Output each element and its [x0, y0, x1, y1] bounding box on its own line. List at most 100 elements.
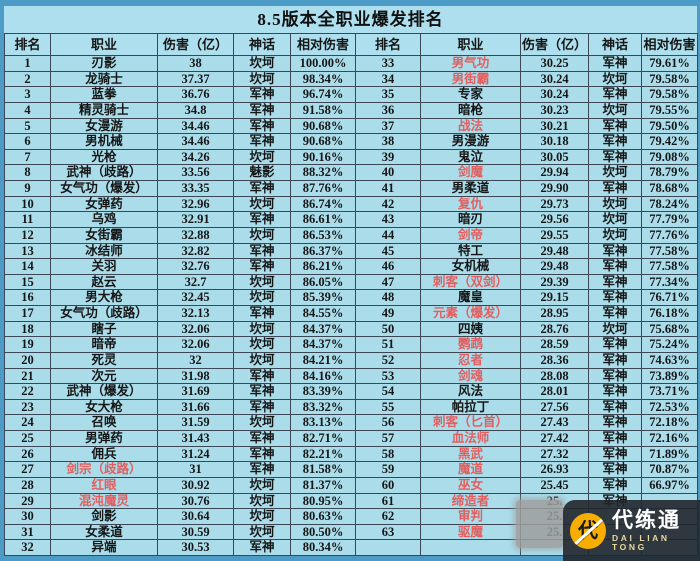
cell-myth: 军神	[588, 476, 642, 494]
cell-name: 武神（爆发）	[50, 383, 158, 400]
cell-myth: 军神	[233, 305, 291, 322]
ranking-panel: 8.5版本全职业爆发排名 排名 职业 伤害（亿） 神话 相对伤害 排名 职业 伤…	[4, 6, 698, 556]
table-row: 21 次元 31.98 军神 84.16% 53 剑魂 28.08 军神 73.89%	[4, 367, 698, 385]
cell-rank: 30	[4, 508, 51, 525]
cell-rel: 86.05%	[290, 273, 356, 291]
cell-dmg: 32.76	[157, 258, 234, 275]
cell-myth: 军神	[588, 117, 642, 135]
cell-myth: 坎坷	[233, 55, 291, 72]
cell-rank: 10	[4, 195, 51, 213]
cell-rel: 84.55%	[290, 305, 356, 322]
cell-rank: 50	[355, 320, 421, 338]
cell-dmg: 30.25	[520, 55, 589, 72]
cell-name: 女机械	[420, 258, 521, 275]
cell-rank: 34	[355, 70, 421, 88]
cell-rank: 33	[355, 55, 421, 72]
cell-rel: 90.16%	[290, 148, 356, 166]
cell-rel: 86.21%	[290, 258, 356, 275]
cell-rel: 76.71%	[641, 289, 698, 306]
cell-name: 女大枪	[50, 398, 158, 416]
cell-name: 暗刃	[420, 211, 521, 228]
cell-dmg: 31.24	[157, 445, 234, 463]
cell-myth: 坎坷	[588, 70, 642, 88]
table-row: 20 死灵 32 坎坷 84.21% 52 忍者 28.36 军神 74.63%	[4, 351, 698, 369]
cell-rank: 32	[4, 539, 51, 556]
cell-name	[420, 539, 521, 556]
cell-rel: 90.68%	[290, 133, 356, 150]
cell-rank: 11	[4, 211, 51, 228]
cell-dmg: 31.43	[157, 430, 234, 447]
col-header-class: 职业	[420, 33, 521, 56]
cell-myth: 军神	[588, 398, 642, 416]
cell-name: 鹦鹉	[420, 336, 521, 353]
cell-name: 召唤	[50, 414, 158, 431]
table-row: 19 暗帝 32.06 坎坷 84.37% 51 鹦鹉 28.59 军神 75.24%	[4, 336, 698, 353]
cell-name: 混沌魔灵	[50, 492, 158, 510]
cell-rank: 15	[4, 273, 51, 291]
cell-rank: 2	[4, 70, 51, 88]
cell-dmg: 30.53	[157, 539, 234, 556]
cell-myth: 军神	[588, 430, 642, 447]
cell-dmg: 28.95	[520, 305, 589, 322]
cell-name: 佣兵	[50, 445, 158, 463]
cell-name: 男气功	[420, 55, 521, 72]
table-row: 15 赵云 32.7 坎坷 86.05% 47 刺客（双剑） 29.39 军神 77.34%	[4, 273, 698, 291]
cell-rel: 75.24%	[641, 336, 698, 353]
cell-dmg: 34.46	[157, 117, 234, 135]
cell-rank: 8	[4, 164, 51, 181]
cell-myth: 军神	[588, 289, 642, 306]
cell-rank	[355, 539, 421, 556]
cell-name: 武神（歧路）	[50, 164, 158, 181]
cell-rel: 74.63%	[641, 351, 698, 369]
cell-rank: 42	[355, 195, 421, 213]
cell-rel: 79.58%	[641, 86, 698, 103]
cell-name: 魔皇	[420, 289, 521, 306]
cell-rel: 84.16%	[290, 367, 356, 385]
cell-name: 四姨	[420, 320, 521, 338]
cell-rank: 14	[4, 258, 51, 275]
cell-dmg: 27.32	[520, 445, 589, 463]
cell-name: 女气功（爆发）	[50, 180, 158, 197]
table-row: 12 女街霸 32.88 坎坷 86.53% 44 剑帝 29.55 坎坷 77.76%	[4, 226, 698, 244]
cell-myth: 军神	[233, 242, 291, 260]
cell-rel: 71.89%	[641, 445, 698, 463]
cell-myth: 坎坷	[233, 476, 291, 494]
cell-rel: 78.79%	[641, 164, 698, 181]
table-row: 22 武神（爆发） 31.69 军神 83.39% 54 风法 28.01 军神 73.71%	[4, 383, 698, 400]
cell-rel: 80.34%	[290, 539, 356, 556]
cell-dmg: 30.18	[520, 133, 589, 150]
table-row: 10 女弹药 32.96 坎坷 86.74% 42 复仇 29.73 坎坷 78.24%	[4, 195, 698, 213]
cell-name: 关羽	[50, 258, 158, 275]
cell-rank: 48	[355, 289, 421, 306]
cell-name: 光枪	[50, 148, 158, 166]
cell-rank: 62	[355, 508, 421, 525]
cell-myth: 军神	[233, 445, 291, 463]
cell-rel: 75.68%	[641, 320, 698, 338]
watermark-brand: 代练通	[612, 508, 681, 532]
cell-rel: 83.13%	[290, 414, 356, 431]
cell-name: 剑帝	[420, 226, 521, 244]
cell-myth: 军神	[588, 336, 642, 353]
cell-name: 异端	[50, 539, 158, 556]
cell-name: 暗枪	[420, 101, 521, 119]
cell-name: 冰结师	[50, 242, 158, 260]
cell-dmg: 31	[157, 461, 234, 478]
cell-rank: 60	[355, 476, 421, 494]
cell-rel: 80.95%	[290, 492, 356, 510]
cell-rank: 56	[355, 414, 421, 431]
cell-rel: 77.34%	[641, 273, 698, 291]
cell-rank: 63	[355, 523, 421, 541]
cell-name: 死灵	[50, 351, 158, 369]
cell-myth: 坎坷	[233, 148, 291, 166]
cell-dmg: 30.76	[157, 492, 234, 510]
cell-myth: 军神	[588, 305, 642, 322]
cell-rel: 78.68%	[641, 180, 698, 197]
cell-myth: 坎坷	[233, 273, 291, 291]
cell-rel: 77.58%	[641, 258, 698, 275]
cell-name: 女柔道	[50, 523, 158, 541]
cell-name: 男柔道	[420, 180, 521, 197]
cell-dmg: 32.45	[157, 289, 234, 306]
cell-dmg: 37.37	[157, 70, 234, 88]
cell-myth: 坎坷	[588, 101, 642, 119]
header-row: 排名 职业 伤害（亿） 神话 相对伤害 排名 职业 伤害（亿） 神话 相对伤害	[4, 33, 698, 56]
